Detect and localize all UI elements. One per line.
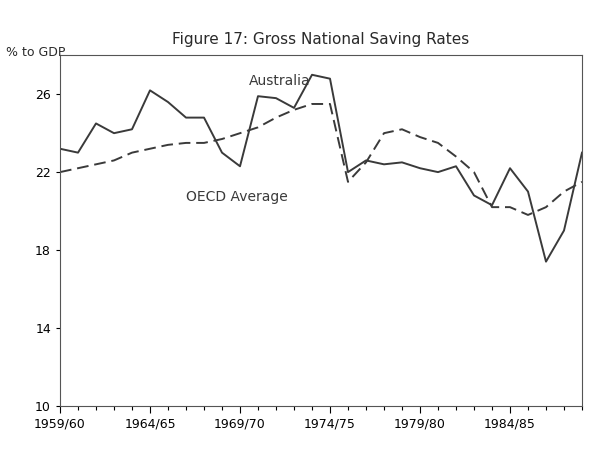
Text: Australia: Australia bbox=[249, 73, 311, 88]
Text: % to GDP: % to GDP bbox=[6, 46, 65, 59]
Text: OECD Average: OECD Average bbox=[186, 190, 288, 204]
Title: Figure 17: Gross National Saving Rates: Figure 17: Gross National Saving Rates bbox=[172, 32, 470, 47]
